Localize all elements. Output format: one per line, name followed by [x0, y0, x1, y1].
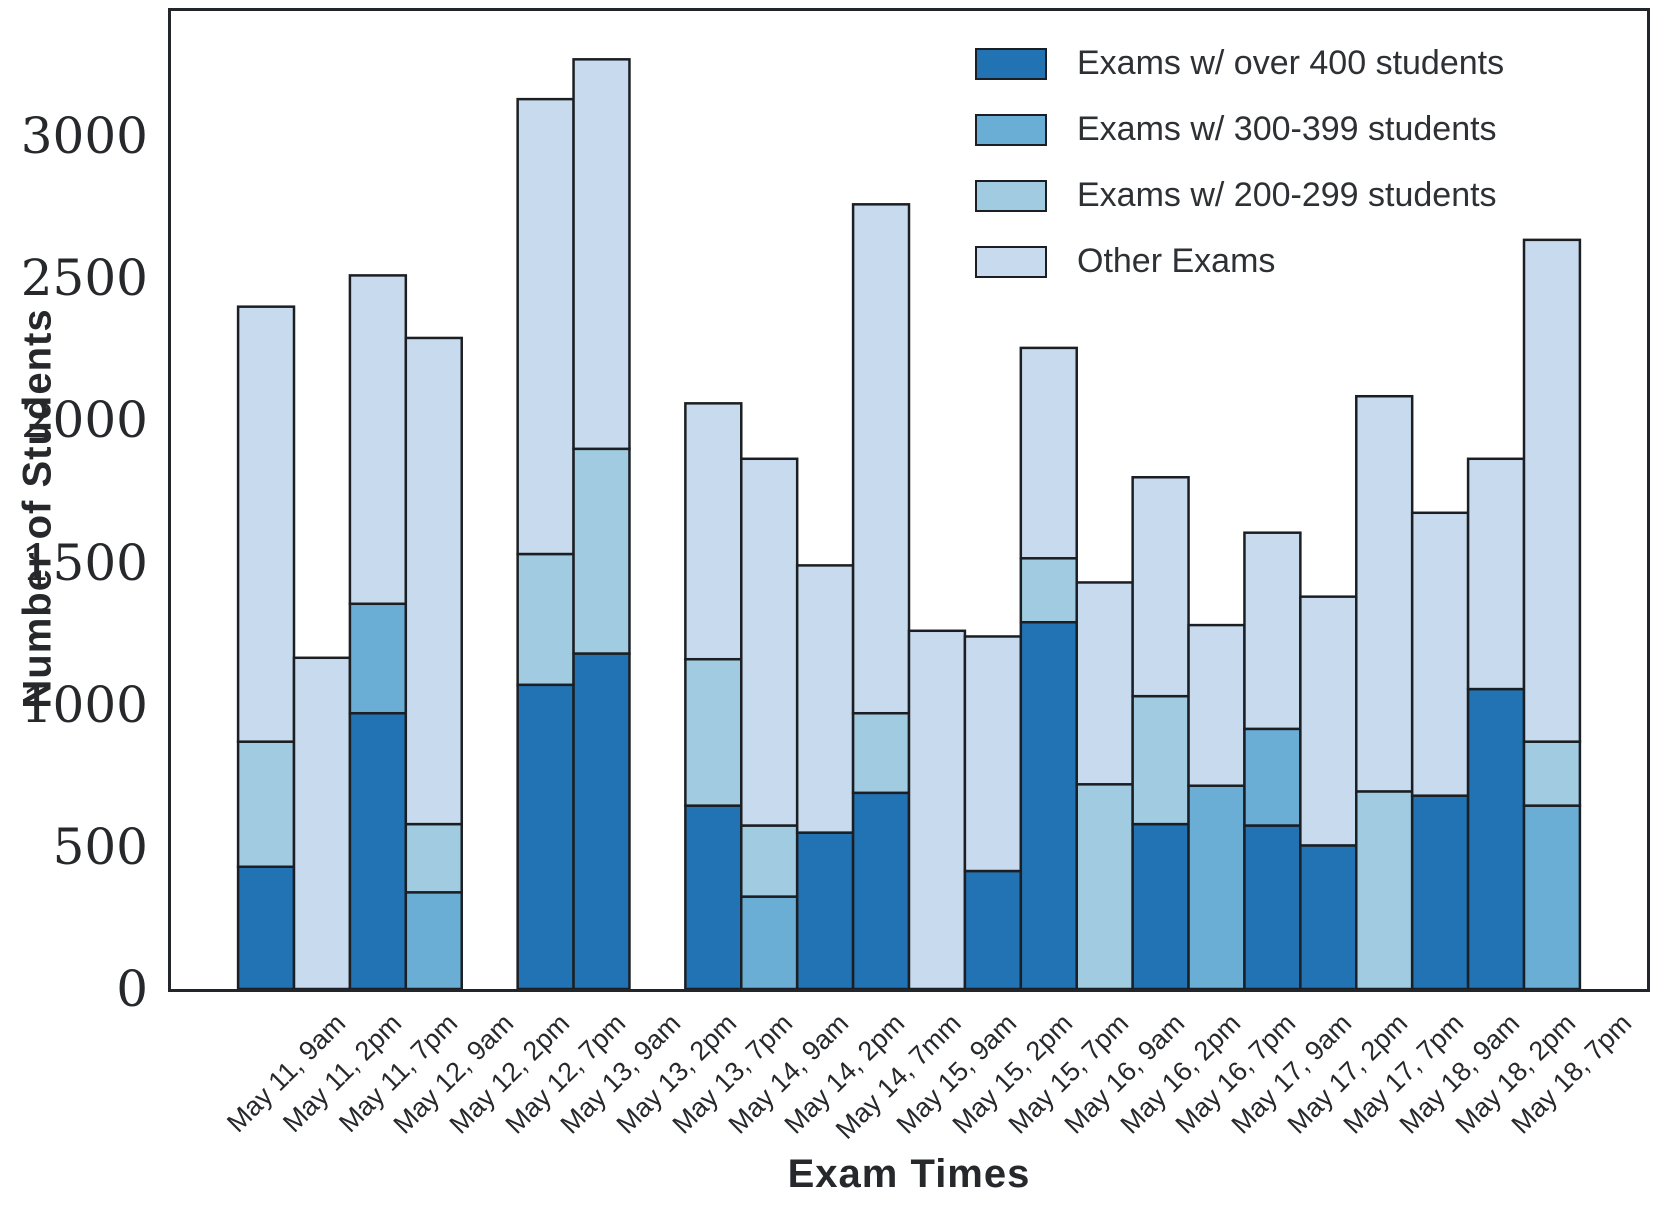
- legend-label: Exams w/ over 400 students: [1077, 44, 1505, 82]
- bar-segment: [1131, 694, 1190, 826]
- bar-segment: [236, 740, 296, 868]
- bar-segment: [1075, 581, 1134, 786]
- bar-segment: [1243, 824, 1302, 989]
- y-tick-label: 500: [52, 817, 148, 876]
- bar-segment: [1299, 595, 1358, 847]
- bar-segment: [907, 629, 967, 989]
- bar-segment: [1466, 457, 1526, 691]
- bar-segment: [740, 895, 799, 989]
- bar-segment: [1243, 727, 1302, 827]
- bar-segment: [1522, 740, 1582, 807]
- legend-swatch: [975, 114, 1047, 146]
- legend-swatch: [975, 180, 1047, 212]
- bar-segment: [1187, 623, 1246, 787]
- bar-segment: [1299, 844, 1358, 989]
- bar-segment: [572, 447, 631, 655]
- y-tick-label: 0: [116, 960, 148, 1018]
- y-tick-label: 1500: [20, 533, 148, 592]
- bar-segment: [1131, 822, 1190, 989]
- bar-segment: [740, 457, 799, 827]
- bar-segment: [404, 336, 463, 826]
- bar-segment: [851, 203, 911, 715]
- y-tick-label: 2500: [20, 249, 148, 308]
- bar-segment: [795, 564, 855, 834]
- bar-segment: [348, 602, 408, 715]
- bar-segment: [1355, 394, 1414, 793]
- bar-segment: [684, 402, 743, 661]
- bar-segment: [1019, 621, 1078, 989]
- bar-segment: [851, 791, 911, 989]
- bar-segment: [851, 711, 911, 795]
- y-axis-label: Number of Students: [15, 308, 60, 709]
- legend-swatch: [975, 246, 1047, 278]
- bar-segment: [1355, 790, 1414, 989]
- bar-segment: [404, 822, 463, 894]
- bar-segment: [404, 891, 463, 989]
- bar-segment: [572, 652, 631, 989]
- y-tick-label: 3000: [20, 107, 148, 166]
- bar-segment: [684, 657, 743, 807]
- bar-segment: [740, 824, 799, 898]
- bar-segment: [1522, 804, 1582, 989]
- legend-label: Other Exams: [1077, 242, 1276, 280]
- bar-segment: [236, 865, 296, 989]
- bar-segment: [795, 831, 855, 989]
- bar-segment: [1466, 687, 1526, 989]
- bar-segment: [1410, 511, 1470, 797]
- bar-segment: [236, 305, 296, 743]
- stacked-bars-chart: [236, 58, 1582, 989]
- legend-swatch: [975, 48, 1047, 80]
- legend-label: Exams w/ 200-299 students: [1077, 176, 1497, 214]
- bar-segment: [1410, 794, 1470, 989]
- bar-segment: [1075, 783, 1134, 989]
- bar-segment: [684, 804, 743, 989]
- bar-segment: [963, 635, 1023, 873]
- y-tick-label: 2000: [20, 391, 148, 450]
- bar-segment: [516, 683, 575, 989]
- legend-label: Exams w/ 300-399 students: [1077, 110, 1497, 148]
- bar-segment: [1522, 238, 1582, 743]
- x-axis-label: Exam Times: [787, 1152, 1031, 1196]
- bar-segment: [1187, 784, 1246, 989]
- bar-segment: [516, 552, 575, 687]
- bar-segment: [572, 58, 631, 451]
- bar-segment: [348, 711, 408, 989]
- bar-segment: [1243, 531, 1302, 731]
- bar-segment: [1019, 346, 1078, 560]
- plot-area: [168, 8, 1650, 992]
- bar-segment: [292, 656, 352, 989]
- bar-segment: [516, 97, 575, 556]
- y-tick-label: 1000: [20, 675, 148, 734]
- bar-segment: [1019, 557, 1078, 624]
- bar-segment: [1131, 476, 1190, 698]
- bar-segment: [348, 274, 408, 606]
- bar-segment: [963, 869, 1023, 989]
